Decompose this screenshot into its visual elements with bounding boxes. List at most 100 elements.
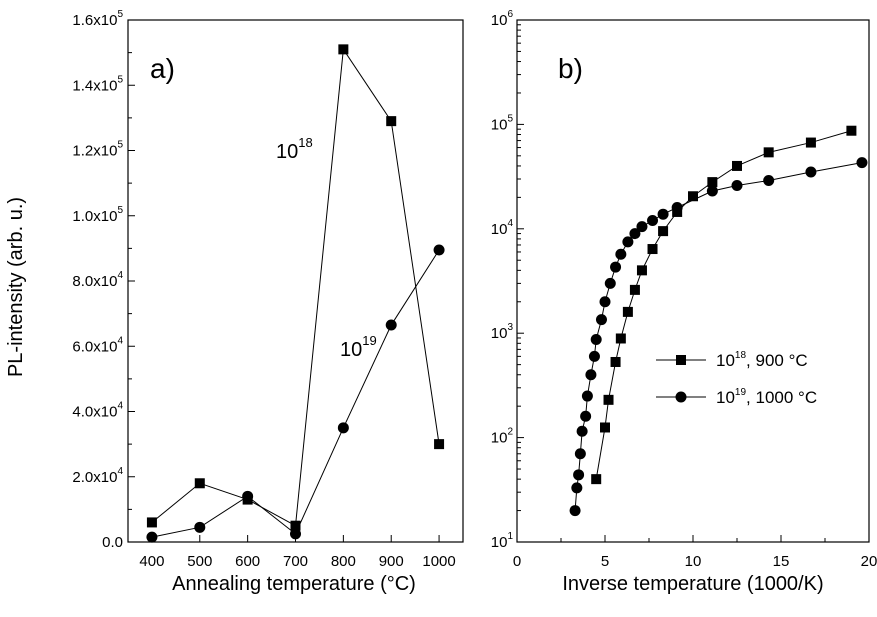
panel-a-x-tick-label: 500 xyxy=(187,553,212,570)
panel-a-point-circle xyxy=(385,319,397,331)
panel-b-series-line-square xyxy=(595,130,852,480)
panel-b-point-circle xyxy=(576,425,588,437)
panel-a-x-tick-label: 600 xyxy=(235,553,260,570)
panel-a-point-square xyxy=(386,116,397,127)
panel-b-point-circle xyxy=(569,505,581,517)
panel-b-point-circle xyxy=(571,482,583,494)
panel-a-label: a) xyxy=(150,53,175,84)
panel-a-y-axis-label: PL-intensity (arb. u.) xyxy=(5,197,27,377)
panel-a-x-tick-label: 700 xyxy=(283,553,308,570)
panel-a-y-tick-label: 6.0x104 xyxy=(72,335,123,355)
panel-a-x-tick-label: 1000 xyxy=(422,553,455,570)
panel-a-x-ticks: 400 500 600 700 800 900 1000 xyxy=(139,535,456,570)
legend-marker-circle xyxy=(675,391,687,403)
panel-a-point-circle xyxy=(146,531,158,543)
panel-b-x-tick-label: 15 xyxy=(773,553,790,570)
panel-a-point-circle xyxy=(242,490,254,502)
panel-b-point-square xyxy=(615,333,626,344)
panel-b-point-circle xyxy=(588,350,600,362)
panel-a-x-tick-label: 800 xyxy=(331,553,356,570)
panel-b-point-circle xyxy=(731,179,743,191)
panel-b-y-tick-label: 102 xyxy=(491,427,514,447)
panel-b-point-circle xyxy=(599,296,611,308)
panel-b-y-tick-label: 104 xyxy=(491,218,514,238)
legend-marker-square xyxy=(676,355,686,365)
panel-a-y-ticks: 0.0 2.0x104 4.0x104 6.0x104 8.0x104 1.0x105 1.… xyxy=(72,9,135,551)
panel-b-point-circle xyxy=(585,369,597,381)
panel-b-x-tick-label: 10 xyxy=(685,553,702,570)
panel-b-point-square xyxy=(658,226,669,237)
panel-b-point-square xyxy=(688,191,698,202)
panel-b-point-circle xyxy=(622,236,634,248)
panel-b-y-tick-label: 101 xyxy=(491,531,514,551)
panel-b-point-circle xyxy=(573,469,585,481)
panel-a-x-axis-label: Annealing temperature (°C) xyxy=(172,573,416,595)
panel-b-point-circle xyxy=(581,390,593,402)
panel-b-point-circle xyxy=(657,208,669,220)
panel-b-y-ticks: 101 102 103 104 105 106 xyxy=(491,9,524,551)
panel-b-point-square xyxy=(805,137,816,148)
panel-a-point-square xyxy=(146,517,157,528)
panel-b-point-circle xyxy=(629,228,641,240)
panel-a-point-square xyxy=(434,439,445,450)
annotation-10-19: 1019 xyxy=(340,333,377,361)
panel-a-point-circle xyxy=(290,528,301,540)
panel-a-point-square xyxy=(338,44,349,55)
panel-b-point-circle xyxy=(856,157,868,169)
panel-b-point-square xyxy=(636,265,647,276)
legend-entry-1e18: 1018, 900 °C xyxy=(656,350,808,370)
panel-a-point-circle xyxy=(194,521,206,533)
panel-b-x-tick-label: 0 xyxy=(513,553,521,570)
panel-a-point-square xyxy=(290,520,301,531)
panel-b-point-circle xyxy=(580,410,592,422)
panel-b-point-square xyxy=(763,147,774,158)
legend-label-1e19: 1019, 1000 °C xyxy=(716,387,817,407)
panel-a-point-circle xyxy=(433,244,445,256)
panel-a-y-tick-label: 4.0x104 xyxy=(72,401,123,421)
panel-b-x-axis-label: Inverse temperature (1000/K) xyxy=(562,573,823,595)
panel-a-point-square xyxy=(194,478,205,489)
panel-b-point-circle xyxy=(615,248,627,260)
panel-b-point-square xyxy=(622,306,633,317)
panel-b-point-square xyxy=(846,125,857,136)
panel-b-point-circle xyxy=(671,201,683,213)
panel-a-x-tick-label: 400 xyxy=(139,553,164,570)
panel-b-point-square xyxy=(647,244,658,255)
panel-b-point-square xyxy=(629,284,640,295)
panel-b-point-square xyxy=(591,474,602,485)
panel-a-y-tick-label: 1.0x105 xyxy=(72,205,123,225)
panel-b-x-tick-label: 20 xyxy=(861,553,877,570)
legend-entry-1e19: 1019, 1000 °C xyxy=(656,387,817,407)
panel-b-point-circle xyxy=(763,175,775,187)
panel-a-y-tick-label: 2.0x104 xyxy=(72,466,123,486)
panel-b-point-square xyxy=(603,394,614,405)
panel-b-point-square xyxy=(600,422,610,433)
panel-b-plot-frame xyxy=(516,19,870,543)
panel-a-series-line-circle xyxy=(151,249,440,538)
panel-a-y-tick-label: 1.6x105 xyxy=(72,9,123,29)
panel-b-point-circle xyxy=(636,221,648,233)
panel-b-point-square xyxy=(610,356,621,367)
panel-a-y-tick-label: 0.0 xyxy=(102,534,123,551)
panel-a-chart: 400 500 600 700 800 900 1000 0.0 2.0x104 4.0x104… xyxy=(5,9,464,595)
panel-b-series xyxy=(569,125,868,517)
panel-b-y-tick-label: 105 xyxy=(491,113,514,133)
panel-a-series xyxy=(146,44,445,543)
annotation-10-18: 1018 xyxy=(276,135,313,163)
panel-a-plot-frame xyxy=(127,19,464,543)
panel-a-y-tick-label: 1.2x105 xyxy=(72,140,123,160)
panel-b-chart: 0 5 10 15 20 101 102 103 104 105 106 b) 1018, 900… xyxy=(491,9,877,595)
panel-b-point-square xyxy=(732,160,742,171)
panel-a-point-circle xyxy=(337,422,349,434)
panel-a-x-tick-label: 900 xyxy=(379,553,404,570)
panel-b-x-ticks: 0 5 10 15 20 xyxy=(513,535,877,570)
panel-b-point-circle xyxy=(610,261,622,273)
panel-b-legend: 1018, 900 °C 1019, 1000 °C xyxy=(656,350,817,407)
legend-label-1e18: 1018, 900 °C xyxy=(716,350,808,370)
panel-b-x-tick-label: 5 xyxy=(601,553,609,570)
panel-b-point-circle xyxy=(590,334,602,346)
panel-b-label: b) xyxy=(558,53,583,84)
panel-a-y-tick-label: 8.0x104 xyxy=(72,270,123,290)
panel-b-point-circle xyxy=(805,166,817,178)
